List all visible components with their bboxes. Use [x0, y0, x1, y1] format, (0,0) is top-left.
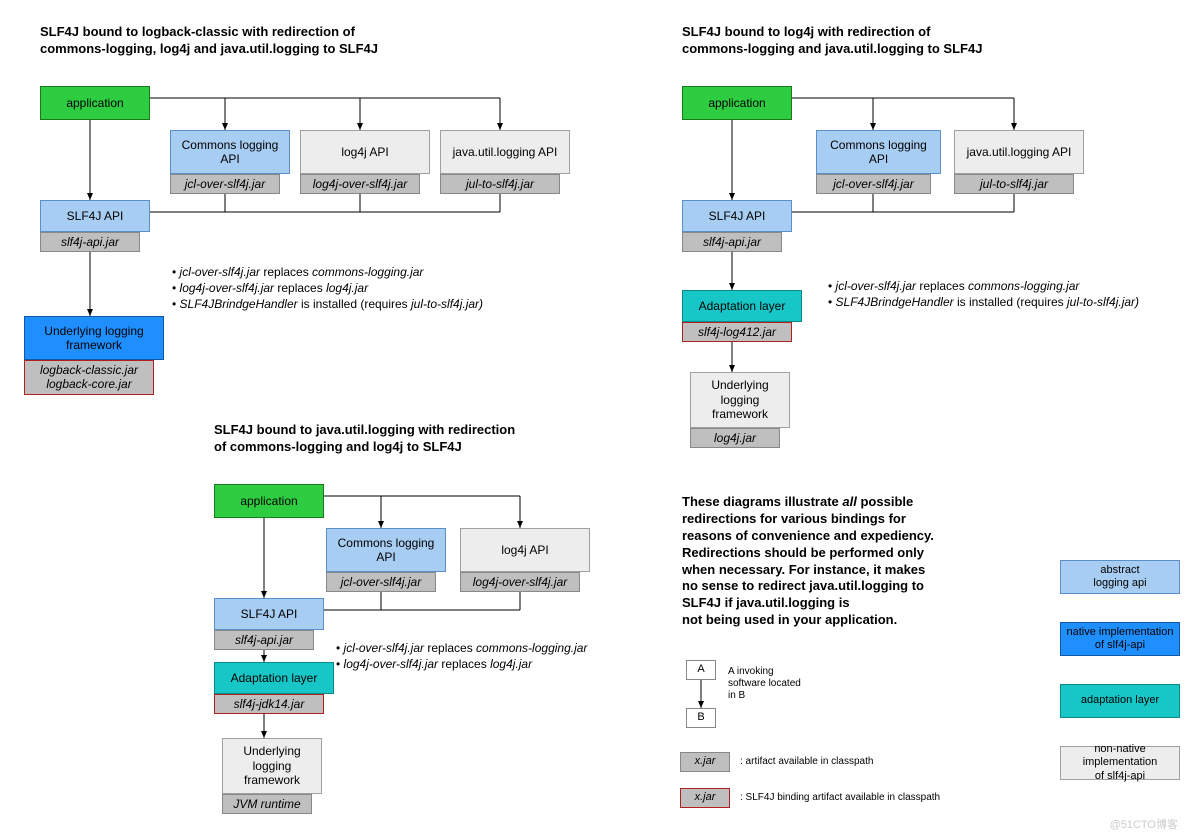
diagram3-underlying-jar: JVM runtime [222, 794, 312, 814]
canvas: SLF4J bound to logback-classic with redi… [0, 0, 1184, 838]
diagram3-underlying-node: Underlying logging frameworkJVM runtime [222, 738, 312, 814]
diagram1-bullet-2: • SLF4JBrindgeHandler is installed (requ… [172, 296, 483, 312]
diagram3-log4j-label: log4j API [460, 528, 590, 572]
diagram1-title: SLF4J bound to logback-classic with redi… [40, 24, 380, 58]
diagram2-commons-node: Commons logging APIjcl-over-slf4j.jar [816, 130, 931, 194]
diagram2-jul-label: java.util.logging API [954, 130, 1084, 174]
legend-abstract-api: abstract logging api [1060, 560, 1180, 594]
diagram3-title: SLF4J bound to java.util.logging with re… [214, 422, 524, 456]
diagram2-commons-jar: jcl-over-slf4j.jar [816, 174, 931, 194]
diagram2-application-label: application [682, 86, 792, 120]
diagram2-bullets: • jcl-over-slf4j.jar replaces commons-lo… [828, 278, 1139, 310]
diagram2-title: SLF4J bound to log4j with redirection of… [682, 24, 992, 58]
diagram2-adaptation-node: Adaptation layerslf4j-log412.jar [682, 290, 792, 342]
para-l5: when necessary. For instance, it makes [682, 562, 925, 577]
diagram3-slf4j-jar: slf4j-api.jar [214, 630, 314, 650]
diagram1-commons-jar: jcl-over-slf4j.jar [170, 174, 280, 194]
para-l2: redirections for various bindings for [682, 511, 906, 526]
diagram2-bullet-0: • jcl-over-slf4j.jar replaces commons-lo… [828, 278, 1139, 294]
diagram1-slf4j-jar: slf4j-api.jar [40, 232, 140, 252]
legend-jar-avail: x.jar [680, 752, 730, 772]
diagram1-jul-node: java.util.logging APIjul-to-slf4j.jar [440, 130, 560, 194]
diagram1-underlying-node: Underlying logging frameworklogback-clas… [24, 316, 154, 395]
diagram3-slf4j-node: SLF4J APIslf4j-api.jar [214, 598, 314, 650]
diagram2-bullet-1: • SLF4JBrindgeHandler is installed (requ… [828, 294, 1139, 310]
diagram2-underlying-label: Underlying logging framework [690, 372, 790, 428]
diagram3-bullet-1: • log4j-over-slf4j.jar replaces log4j.ja… [336, 656, 587, 672]
diagram1-jul-jar: jul-to-slf4j.jar [440, 174, 560, 194]
diagram3-bullet-0: • jcl-over-slf4j.jar replaces commons-lo… [336, 640, 587, 656]
diagram1-jul-label: java.util.logging API [440, 130, 570, 174]
watermark: @51CTO博客 [1110, 816, 1178, 832]
para-l8: not being used in your application. [682, 612, 897, 627]
diagram2-underlying-node: Underlying logging frameworklog4j.jar [690, 372, 780, 448]
diagram1-bullets: • jcl-over-slf4j.jar replaces commons-lo… [172, 264, 483, 313]
diagram2-application-node: application [682, 86, 782, 120]
diagram1-commons-node: Commons logging APIjcl-over-slf4j.jar [170, 130, 280, 194]
diagram2-underlying-jar: log4j.jar [690, 428, 780, 448]
diagram1-underlying-jar: logback-classic.jar logback-core.jar [24, 360, 154, 395]
legend-jar-avail-text: : artifact available in classpath [740, 756, 873, 768]
diagram1-slf4j-node: SLF4J APIslf4j-api.jar [40, 200, 140, 252]
diagram1-log4j-jar: log4j-over-slf4j.jar [300, 174, 420, 194]
legend-ab-text: A invoking software located in B [728, 666, 801, 702]
diagram2-adaptation-jar: slf4j-log412.jar [682, 322, 792, 342]
diagram3-log4j-jar: log4j-over-slf4j.jar [460, 572, 580, 592]
diagram3-commons-label: Commons logging API [326, 528, 446, 572]
diagram2-adaptation-label: Adaptation layer [682, 290, 802, 322]
diagram3-application-node: application [214, 484, 314, 518]
para-l6: no sense to redirect java.util.logging t… [682, 578, 924, 593]
diagram1-application-node: application [40, 86, 140, 120]
legend-b-box: B [686, 708, 716, 728]
diagram1-underlying-label: Underlying logging framework [24, 316, 164, 360]
diagram3-bullets: • jcl-over-slf4j.jar replaces commons-lo… [336, 640, 587, 672]
diagram2-jul-jar: jul-to-slf4j.jar [954, 174, 1074, 194]
para-l1: These diagrams illustrate all possible [682, 494, 913, 509]
legend-native-impl: native implementation of slf4j-api [1060, 622, 1180, 656]
diagram1-log4j-label: log4j API [300, 130, 430, 174]
para-l3: reasons of convenience and expediency. [682, 528, 934, 543]
legend-nonnative: non-native implementation of slf4j-api [1060, 746, 1180, 780]
diagram1-bullet-1: • log4j-over-slf4j.jar replaces log4j.ja… [172, 280, 483, 296]
diagram2-slf4j-label: SLF4J API [682, 200, 792, 232]
diagram3-commons-node: Commons logging APIjcl-over-slf4j.jar [326, 528, 436, 592]
diagram2-jul-node: java.util.logging APIjul-to-slf4j.jar [954, 130, 1074, 194]
diagram3-adaptation-node: Adaptation layerslf4j-jdk14.jar [214, 662, 324, 714]
diagram1-log4j-node: log4j APIlog4j-over-slf4j.jar [300, 130, 420, 194]
para-l7: SLF4J if java.util.logging is [682, 595, 850, 610]
legend-jar-bind: x.jar [680, 788, 730, 808]
diagram1-commons-label: Commons logging API [170, 130, 290, 174]
diagram2-slf4j-jar: slf4j-api.jar [682, 232, 782, 252]
diagram3-slf4j-label: SLF4J API [214, 598, 324, 630]
legend-adaptation: adaptation layer [1060, 684, 1180, 718]
summary-paragraph: These diagrams illustrate all possible r… [682, 494, 1012, 629]
diagram3-underlying-label: Underlying logging framework [222, 738, 322, 794]
legend-a-box: A [686, 660, 716, 680]
diagram1-slf4j-label: SLF4J API [40, 200, 150, 232]
diagram3-commons-jar: jcl-over-slf4j.jar [326, 572, 436, 592]
arrows-svg [0, 0, 1184, 838]
diagram3-adaptation-jar: slf4j-jdk14.jar [214, 694, 324, 714]
diagram3-log4j-node: log4j APIlog4j-over-slf4j.jar [460, 528, 580, 592]
legend-jar-bind-text: : SLF4J binding artifact available in cl… [740, 792, 940, 804]
diagram2-slf4j-node: SLF4J APIslf4j-api.jar [682, 200, 782, 252]
para-l4: Redirections should be performed only [682, 545, 924, 560]
diagram1-bullet-0: • jcl-over-slf4j.jar replaces commons-lo… [172, 264, 483, 280]
diagram1-application-label: application [40, 86, 150, 120]
diagram3-application-label: application [214, 484, 324, 518]
diagram2-commons-label: Commons logging API [816, 130, 941, 174]
diagram3-adaptation-label: Adaptation layer [214, 662, 334, 694]
